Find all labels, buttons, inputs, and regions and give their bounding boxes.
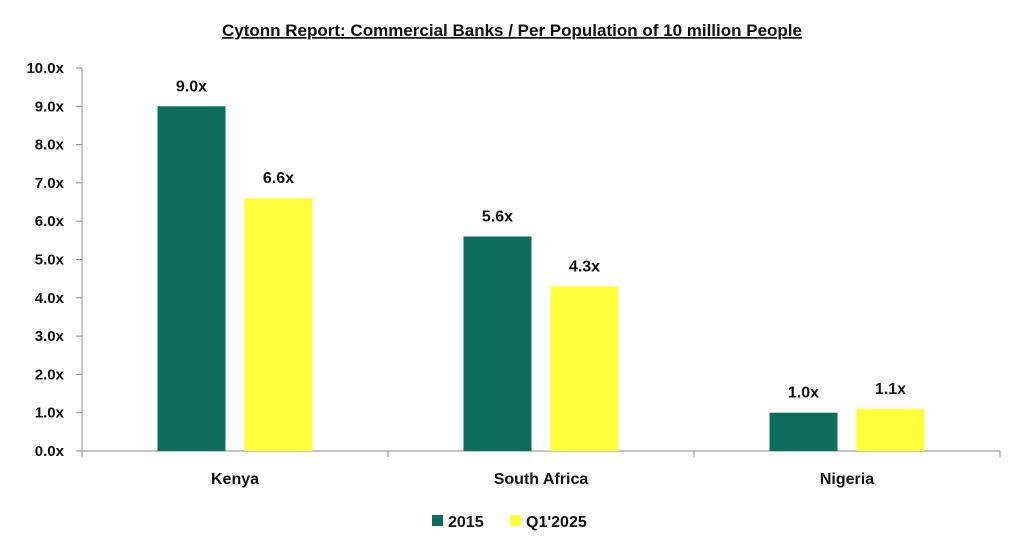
y-tick-label: 10.0x bbox=[26, 60, 64, 77]
chart-title: Cytonn Report: Commercial Banks / Per Po… bbox=[222, 21, 802, 40]
legend: 2015 Q1'2025 bbox=[432, 514, 587, 531]
y-tick-label: 2.0x bbox=[35, 366, 65, 383]
bar-Q1'2025 bbox=[550, 286, 619, 451]
bar-Q1'2025 bbox=[244, 198, 313, 451]
data-label: 4.3x bbox=[569, 258, 600, 275]
data-label: 6.6x bbox=[263, 170, 294, 187]
bar-2015 bbox=[463, 236, 532, 451]
x-category-label: South Africa bbox=[494, 471, 589, 488]
x-category-label: Kenya bbox=[211, 471, 259, 488]
bar-2015 bbox=[157, 106, 226, 452]
x-axis: Kenya South Africa Nigeria bbox=[81, 450, 1001, 488]
legend-label: Q1'2025 bbox=[526, 514, 587, 531]
y-tick-label: 9.0x bbox=[35, 98, 65, 115]
x-category-label: Nigeria bbox=[820, 471, 874, 488]
bar-2015 bbox=[769, 412, 838, 451]
bars bbox=[157, 106, 925, 452]
data-label: 5.6x bbox=[482, 209, 513, 226]
y-tick-label: 4.0x bbox=[35, 290, 65, 307]
y-tick-label: 3.0x bbox=[35, 328, 65, 345]
data-label: 1.0x bbox=[788, 385, 819, 402]
y-tick-label: 0.0x bbox=[35, 443, 65, 460]
y-tick-label: 7.0x bbox=[35, 175, 65, 192]
y-tick-label: 1.0x bbox=[35, 405, 65, 422]
data-labels: 9.0x 5.6x 1.0x 6.6x 4.3x 1.1x bbox=[176, 78, 906, 401]
y-tick-label: 8.0x bbox=[35, 137, 65, 154]
legend-swatch bbox=[432, 515, 443, 526]
y-axis: 0.0x 1.0x 2.0x 3.0x 4.0x 5.0x 6.0x 7.0x 8.0x 9.0x… bbox=[26, 60, 83, 460]
bar-Q1'2025 bbox=[856, 408, 925, 451]
legend-label: 2015 bbox=[448, 514, 484, 531]
data-label: 1.1x bbox=[875, 381, 906, 398]
data-label: 9.0x bbox=[176, 78, 207, 95]
y-tick-label: 6.0x bbox=[35, 213, 65, 230]
y-tick-label: 5.0x bbox=[35, 252, 65, 269]
legend-swatch bbox=[510, 515, 521, 526]
